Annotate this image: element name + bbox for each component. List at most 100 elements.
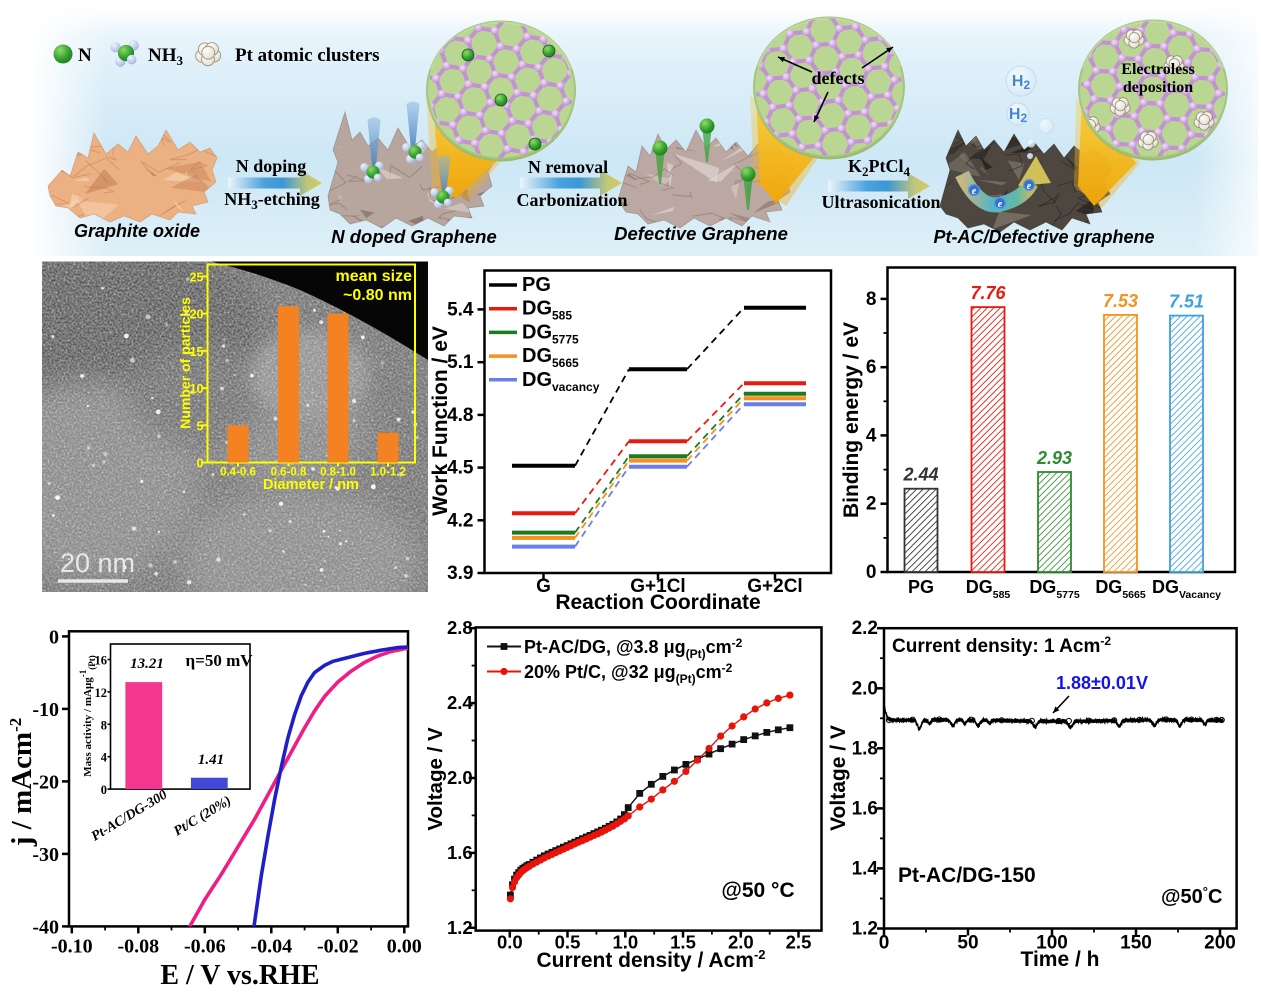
svg-text:2.44: 2.44 xyxy=(902,465,938,485)
svg-text:4: 4 xyxy=(101,751,108,765)
svg-text:Voltage / V: Voltage / V xyxy=(424,727,447,831)
svg-text:G+2Cl: G+2Cl xyxy=(747,576,802,597)
svg-text:7.76: 7.76 xyxy=(970,283,1006,303)
svg-text:Defective Graphene: Defective Graphene xyxy=(614,223,788,244)
svg-text:Voltage / V: Voltage / V xyxy=(827,725,850,831)
svg-text:6: 6 xyxy=(866,357,877,378)
svg-text:-0.04: -0.04 xyxy=(250,935,292,957)
svg-text:2.4: 2.4 xyxy=(447,692,473,713)
svg-text:0.00: 0.00 xyxy=(387,935,422,957)
svg-text:~0.80 nm: ~0.80 nm xyxy=(343,287,412,304)
svg-text:1.8: 1.8 xyxy=(852,738,878,759)
svg-text:η=50 mV: η=50 mV xyxy=(185,651,253,670)
svg-text:N doped Graphene: N doped Graphene xyxy=(331,226,497,247)
svg-text:1.5: 1.5 xyxy=(670,932,696,953)
svg-text:8: 8 xyxy=(101,718,107,732)
svg-text:Pt-AC/DG-150: Pt-AC/DG-150 xyxy=(898,864,1036,887)
svg-text:PG: PG xyxy=(908,577,934,597)
svg-text:200: 200 xyxy=(1204,933,1236,954)
svg-text:-40: -40 xyxy=(32,916,59,938)
svg-text:-30: -30 xyxy=(32,844,59,866)
svg-text:e: e xyxy=(972,186,977,197)
svg-text:10: 10 xyxy=(190,382,204,396)
svg-text:DG585: DG585 xyxy=(966,577,1011,601)
svg-text:2.93: 2.93 xyxy=(1036,448,1072,468)
svg-text:Diameter / nm: Diameter / nm xyxy=(263,477,359,493)
svg-text:-0.06: -0.06 xyxy=(184,935,226,957)
svg-text:2.2: 2.2 xyxy=(852,618,878,639)
svg-text:3.9: 3.9 xyxy=(447,563,473,584)
svg-text:deposition: deposition xyxy=(1123,79,1193,96)
svg-text:N doping: N doping xyxy=(236,156,307,176)
svg-text:5.4: 5.4 xyxy=(447,299,474,320)
svg-text:2.5: 2.5 xyxy=(786,932,812,953)
svg-text:7.53: 7.53 xyxy=(1103,291,1138,311)
svg-text:mean size: mean size xyxy=(336,268,413,285)
svg-text:2.8: 2.8 xyxy=(447,617,473,638)
svg-text:2.0: 2.0 xyxy=(447,767,473,788)
svg-text:0: 0 xyxy=(866,562,877,583)
svg-text:NH3-etching: NH3-etching xyxy=(224,189,320,212)
svg-text:1.2: 1.2 xyxy=(447,917,473,938)
svg-text:Pt atomic clusters: Pt atomic clusters xyxy=(235,45,380,66)
svg-text:DG5775: DG5775 xyxy=(1029,577,1080,601)
svg-text:15: 15 xyxy=(190,345,204,359)
svg-text:Work Function / eV: Work Function / eV xyxy=(429,326,452,516)
svg-text:100: 100 xyxy=(1036,933,1068,954)
svg-text:20 nm: 20 nm xyxy=(60,548,135,578)
svg-text:@50 °C: @50 °C xyxy=(721,879,794,902)
svg-text:150: 150 xyxy=(1120,933,1152,954)
svg-text:25: 25 xyxy=(190,270,204,284)
svg-text:2.0: 2.0 xyxy=(852,678,878,699)
svg-text:Carbonization: Carbonization xyxy=(516,190,627,210)
svg-text:Reaction Coordinate: Reaction Coordinate xyxy=(555,591,760,614)
svg-text:PG: PG xyxy=(522,274,551,296)
svg-text:4: 4 xyxy=(866,425,877,446)
svg-text:E / V vs.RHE: E / V vs.RHE xyxy=(160,960,319,991)
svg-text:Pt-AC/Defective graphene: Pt-AC/Defective graphene xyxy=(933,227,1154,247)
svg-text:Current density: 1 Acm-2: Current density: 1 Acm-2 xyxy=(892,634,1111,657)
svg-text:2.0: 2.0 xyxy=(728,932,754,953)
svg-text:7.51: 7.51 xyxy=(1169,292,1204,312)
svg-text:e: e xyxy=(1027,181,1032,192)
svg-text:0: 0 xyxy=(197,457,204,471)
svg-text:DG5775: DG5775 xyxy=(522,321,579,346)
svg-text:2: 2 xyxy=(866,494,877,515)
svg-text:-20: -20 xyxy=(32,771,59,793)
svg-text:13.21: 13.21 xyxy=(130,656,164,672)
svg-text:-10: -10 xyxy=(32,699,59,721)
svg-text:DGVacancy: DGVacancy xyxy=(1152,577,1221,601)
svg-text:0.6-0.8: 0.6-0.8 xyxy=(271,467,307,479)
svg-text:12: 12 xyxy=(95,686,108,700)
svg-text:Mass activity / mAμg-1(Pt): Mass activity / mAμg-1(Pt) xyxy=(78,655,97,776)
svg-text:0.8-1.0: 0.8-1.0 xyxy=(320,467,356,479)
svg-text:Current density / Acm-2: Current density / Acm-2 xyxy=(537,947,766,972)
svg-text:4.8: 4.8 xyxy=(447,405,473,426)
svg-text:G+1Cl: G+1Cl xyxy=(630,576,685,597)
svg-text:1.6: 1.6 xyxy=(852,798,878,819)
svg-text:1.0: 1.0 xyxy=(612,932,638,953)
svg-text:1.88±0.01V: 1.88±0.01V xyxy=(1056,673,1148,693)
svg-text:Electroless: Electroless xyxy=(1121,61,1194,78)
svg-text:NH3: NH3 xyxy=(148,45,184,68)
svg-text:Number of particles: Number of particles xyxy=(177,297,193,429)
svg-text:H2: H2 xyxy=(1012,73,1031,92)
svg-text:Time / h: Time / h xyxy=(1021,948,1100,971)
svg-text:1.2: 1.2 xyxy=(852,919,878,940)
svg-text:5.1: 5.1 xyxy=(447,352,474,373)
svg-text:1.4: 1.4 xyxy=(852,858,879,879)
svg-text:8: 8 xyxy=(866,289,877,310)
svg-text:N: N xyxy=(78,45,92,66)
svg-text:4.2: 4.2 xyxy=(447,510,473,531)
svg-text:4.5: 4.5 xyxy=(447,458,474,479)
svg-text:20% Pt/C, @32 μg(Pt)cm-2: 20% Pt/C, @32 μg(Pt)cm-2 xyxy=(524,661,733,686)
svg-text:0.4-0.6: 0.4-0.6 xyxy=(220,467,256,479)
svg-text:1.41: 1.41 xyxy=(198,752,224,768)
svg-text:H2: H2 xyxy=(1009,106,1028,125)
svg-text:Graphite oxide: Graphite oxide xyxy=(74,221,200,241)
svg-text:DG5665: DG5665 xyxy=(1095,577,1146,601)
svg-text:G: G xyxy=(536,576,551,597)
svg-text:N removal: N removal xyxy=(528,157,608,177)
svg-text:Binding energy / eV: Binding energy / eV xyxy=(840,322,863,518)
svg-text:1.6: 1.6 xyxy=(447,842,473,863)
